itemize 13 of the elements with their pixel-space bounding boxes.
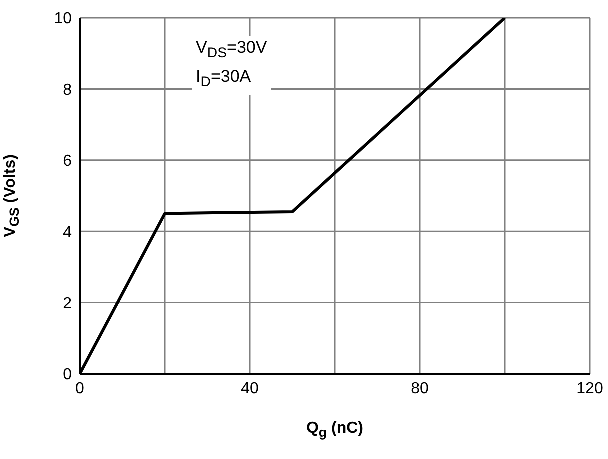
annotation: V$_{DS}$=30V [196,37,268,64]
y-tick-label: 6 [63,153,72,170]
x-tick-label: 80 [411,380,429,398]
x-tick-label: 40 [241,380,259,398]
x-tick-label: 120 [576,380,604,398]
y-tick-label: 8 [63,82,72,99]
y-tick-label: 4 [63,224,72,242]
y-tick-label: 10 [54,10,72,28]
x-tick-label: 0 [76,380,85,398]
y-tick-label: 0 [63,366,72,384]
y-tick-label: 2 [63,295,72,312]
annotation: I$_{D}$=30A [196,66,252,93]
x-axis-title: Q$_{g}$ (nC) [305,420,365,440]
